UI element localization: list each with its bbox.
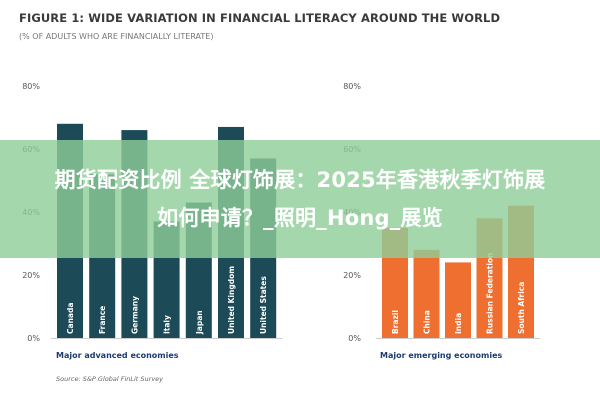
category-label: South Africa [517, 282, 526, 334]
overlay-banner: 期货配资比例 全球灯饰展：2025年香港秋季灯饰展 如何申请？_照明_Hong_… [0, 140, 600, 258]
bar-china [413, 249, 440, 338]
category-label: China [423, 310, 432, 334]
y-tick-label: 20% [22, 271, 40, 280]
group-label: Major emerging economies [380, 351, 502, 360]
y-tick-label: 0% [348, 334, 361, 343]
category-label: Russian Federation [486, 253, 495, 334]
y-tick-label: 80% [22, 82, 40, 91]
overlay-line-1: 期货配资比例 全球灯饰展：2025年香港秋季灯饰展 [54, 168, 546, 192]
category-label: Italy [163, 315, 172, 334]
y-tick-label: 20% [343, 271, 361, 280]
category-label: France [98, 306, 107, 334]
y-tick-label: 80% [343, 82, 361, 91]
overlay-line-2: 如何申请？_照明_Hong_展览 [157, 206, 443, 230]
group-label: Major advanced economies [56, 351, 179, 360]
source-note: Source: S&P Global FinLit Survey [56, 375, 164, 383]
category-label: United States [259, 276, 268, 334]
category-label: Germany [130, 296, 139, 334]
chart-subtitle: (% OF ADULTS WHO ARE FINANCIALLY LITERAT… [19, 32, 214, 41]
y-tick-label: 0% [27, 334, 40, 343]
category-label: India [454, 313, 463, 334]
category-label: Brazil [391, 310, 400, 334]
category-label: United Kingdom [227, 266, 236, 334]
category-label: Japan [195, 310, 204, 335]
bar-india [445, 262, 471, 338]
chart-title: FIGURE 1: WIDE VARIATION IN FINANCIAL LI… [19, 11, 501, 25]
category-label: Canada [66, 303, 75, 334]
